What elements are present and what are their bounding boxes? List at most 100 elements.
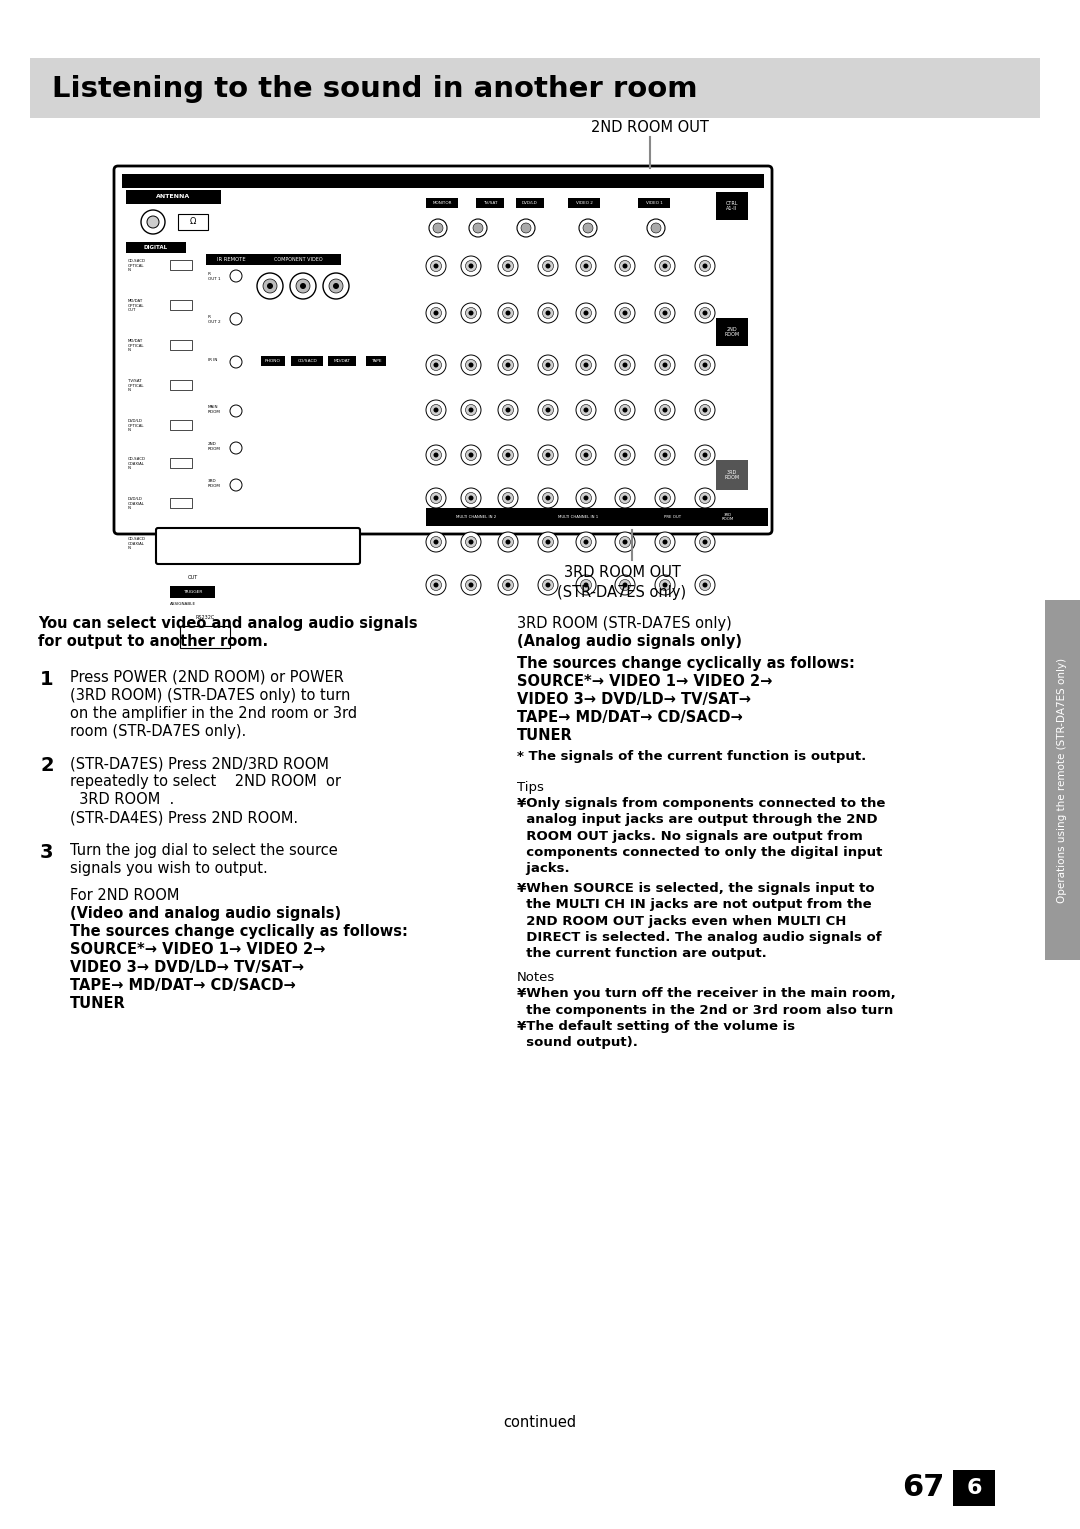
- Text: IR REMOTE: IR REMOTE: [217, 257, 245, 261]
- Circle shape: [615, 532, 635, 552]
- Circle shape: [615, 401, 635, 420]
- Circle shape: [700, 405, 711, 416]
- Circle shape: [461, 255, 481, 277]
- Circle shape: [620, 492, 631, 503]
- Circle shape: [431, 450, 442, 460]
- Circle shape: [291, 274, 316, 300]
- Text: VIDEO 2: VIDEO 2: [576, 200, 593, 205]
- Circle shape: [505, 310, 511, 315]
- Text: SOURCE*→ VIDEO 1→ VIDEO 2→: SOURCE*→ VIDEO 1→ VIDEO 2→: [70, 942, 325, 957]
- Circle shape: [696, 355, 715, 375]
- Circle shape: [622, 540, 627, 544]
- Circle shape: [461, 532, 481, 552]
- Circle shape: [433, 453, 438, 457]
- Circle shape: [333, 283, 339, 289]
- Circle shape: [622, 408, 627, 413]
- Text: VIDEO 1: VIDEO 1: [646, 200, 662, 205]
- Circle shape: [538, 401, 558, 420]
- Circle shape: [433, 263, 438, 269]
- Circle shape: [620, 450, 631, 460]
- Circle shape: [581, 450, 592, 460]
- Circle shape: [620, 537, 631, 547]
- Text: Ω: Ω: [190, 217, 197, 226]
- Circle shape: [469, 362, 473, 367]
- Circle shape: [433, 495, 438, 500]
- Bar: [170, 586, 215, 598]
- Circle shape: [296, 278, 310, 294]
- Circle shape: [654, 575, 675, 595]
- Bar: [122, 174, 764, 188]
- Circle shape: [431, 359, 442, 370]
- Text: RS232C: RS232C: [195, 615, 215, 619]
- Circle shape: [581, 307, 592, 318]
- Text: 2ND ROOM OUT jacks even when MULTI CH: 2ND ROOM OUT jacks even when MULTI CH: [517, 914, 847, 928]
- Circle shape: [660, 260, 671, 272]
- Circle shape: [473, 223, 483, 232]
- Bar: [261, 356, 285, 365]
- Circle shape: [581, 537, 592, 547]
- Circle shape: [461, 488, 481, 508]
- Circle shape: [538, 488, 558, 508]
- Text: signals you wish to output.: signals you wish to output.: [70, 861, 268, 876]
- Circle shape: [622, 310, 627, 315]
- Circle shape: [696, 445, 715, 465]
- Circle shape: [542, 537, 554, 547]
- Text: 1: 1: [40, 670, 54, 690]
- Bar: [953, 1469, 995, 1506]
- Circle shape: [505, 453, 511, 457]
- Bar: [716, 193, 748, 220]
- Text: MULTI CHANNEL IN 1: MULTI CHANNEL IN 1: [558, 515, 598, 518]
- Circle shape: [141, 209, 165, 234]
- Circle shape: [700, 450, 711, 460]
- Circle shape: [502, 405, 513, 416]
- Circle shape: [620, 579, 631, 590]
- Text: 2: 2: [40, 757, 54, 775]
- Text: jacks.: jacks.: [517, 862, 569, 875]
- Text: ¥The default setting of the volume is: ¥The default setting of the volume is: [517, 1020, 795, 1032]
- Circle shape: [579, 219, 597, 237]
- Circle shape: [517, 219, 535, 237]
- Text: 3RD ROOM OUT: 3RD ROOM OUT: [564, 566, 680, 579]
- Circle shape: [545, 540, 551, 544]
- Circle shape: [502, 307, 513, 318]
- Bar: [638, 197, 670, 208]
- Text: Press POWER (2ND ROOM) or POWER: Press POWER (2ND ROOM) or POWER: [70, 670, 343, 685]
- Circle shape: [502, 260, 513, 272]
- Circle shape: [538, 532, 558, 552]
- Circle shape: [545, 408, 551, 413]
- Circle shape: [431, 492, 442, 503]
- Circle shape: [426, 401, 446, 420]
- Text: TV/SAT: TV/SAT: [483, 200, 497, 205]
- Circle shape: [654, 532, 675, 552]
- Text: on the amplifier in the 2nd room or 3rd: on the amplifier in the 2nd room or 3rd: [70, 706, 357, 722]
- Text: Tips: Tips: [517, 781, 544, 794]
- Circle shape: [662, 453, 667, 457]
- Circle shape: [660, 405, 671, 416]
- Text: SOURCE*→ VIDEO 1→ VIDEO 2→: SOURCE*→ VIDEO 1→ VIDEO 2→: [517, 674, 772, 690]
- Circle shape: [700, 492, 711, 503]
- Bar: [170, 459, 192, 468]
- Circle shape: [583, 362, 589, 367]
- Circle shape: [505, 540, 511, 544]
- Circle shape: [498, 575, 518, 595]
- Circle shape: [465, 307, 476, 318]
- Circle shape: [620, 359, 631, 370]
- Text: TRIGGER: TRIGGER: [184, 590, 203, 593]
- Circle shape: [542, 492, 554, 503]
- Circle shape: [702, 408, 707, 413]
- Circle shape: [230, 405, 242, 417]
- Text: * The signals of the current function is output.: * The signals of the current function is…: [517, 751, 866, 763]
- Circle shape: [469, 453, 473, 457]
- Bar: [170, 260, 192, 271]
- Bar: [476, 197, 504, 208]
- Text: the current function are output.: the current function are output.: [517, 946, 767, 960]
- Circle shape: [502, 359, 513, 370]
- Text: OUT: OUT: [188, 575, 198, 579]
- Circle shape: [469, 263, 473, 269]
- Text: ¥When you turn off the receiver in the main room,: ¥When you turn off the receiver in the m…: [517, 988, 895, 1000]
- Circle shape: [696, 255, 715, 277]
- Text: CD-SACD
COAXIAL
IN: CD-SACD COAXIAL IN: [129, 537, 146, 550]
- Circle shape: [576, 303, 596, 323]
- Circle shape: [538, 303, 558, 323]
- Text: PRE OUT: PRE OUT: [664, 515, 681, 518]
